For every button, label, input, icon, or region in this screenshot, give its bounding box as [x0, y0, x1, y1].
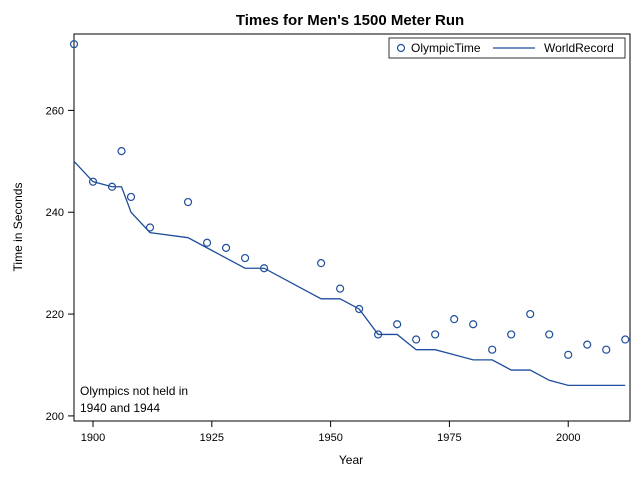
olympictime-point: [183, 197, 193, 207]
legend-marker-olympic-icon: [396, 43, 406, 53]
olympictime-point: [374, 330, 383, 339]
olympictime-point: [240, 253, 250, 263]
y-axis-label: Time in Seconds: [11, 183, 25, 272]
olympictime-point: [602, 345, 611, 354]
olympictime-point: [545, 330, 554, 339]
y-tick-label: 200: [46, 411, 64, 423]
olympictime-point: [126, 192, 136, 202]
olympictime-point: [317, 259, 326, 268]
olympictime-point: [621, 335, 630, 344]
plot-frame: [73, 33, 631, 422]
x-tick-label: 2000: [556, 432, 580, 444]
x-tick-label: 1900: [81, 432, 105, 444]
annotation-line-2: 1940 and 1944: [80, 401, 160, 415]
x-axis-label: Year: [339, 453, 363, 467]
y-tick-label: 220: [46, 309, 64, 321]
x-tick-label: 1975: [437, 432, 461, 444]
olympictime-point: [583, 340, 592, 349]
olympictime-point: [88, 177, 98, 186]
chart-title: Times for Men's 1500 Meter Run: [236, 12, 464, 29]
olympictime-point: [69, 40, 79, 49]
olympictime-point: [259, 264, 269, 273]
olympictime-point: [221, 243, 231, 252]
olympictime-point: [450, 315, 459, 324]
olympictime-point: [564, 350, 573, 359]
olympictime-point: [431, 330, 440, 339]
y-tick-label: 260: [46, 105, 64, 117]
olympictime-point: [393, 320, 402, 329]
olympictime-point: [526, 309, 535, 319]
olympictime-point: [107, 182, 117, 191]
worldrecord-line: [73, 160, 626, 387]
annotation-line-1: Olympics not held in: [80, 384, 188, 398]
olympictime-point: [117, 147, 126, 156]
olympictime-point: [469, 320, 478, 329]
y-axis: 200 220 240 260: [46, 105, 74, 423]
olympictime-point: [336, 284, 345, 293]
legend-label-olympictime: OlympicTime: [411, 41, 481, 55]
olympictime-point: [355, 304, 364, 314]
x-axis: 1900 1925 1950 1975 2000: [81, 421, 580, 444]
olympictime-point: [202, 238, 212, 247]
x-tick-label: 1950: [318, 432, 342, 444]
olympictime-point: [412, 335, 421, 344]
olympictime-point: [145, 223, 155, 232]
legend-label-worldrecord: WorldRecord: [544, 41, 614, 55]
legend: OlympicTime WorldRecord: [388, 37, 626, 59]
olympictime-point: [488, 345, 497, 354]
y-tick-label: 240: [46, 207, 64, 219]
x-tick-label: 1925: [200, 432, 224, 444]
series-layer: [69, 40, 630, 387]
olympictime-point: [507, 330, 516, 339]
